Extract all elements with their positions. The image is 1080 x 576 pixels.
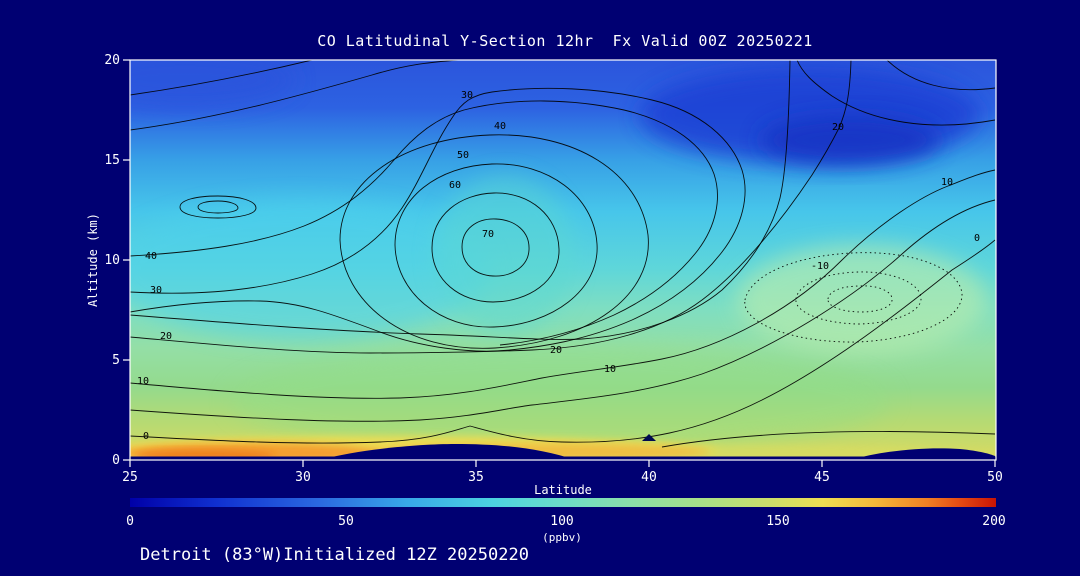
y-tick-label: 0: [112, 453, 120, 468]
terrain-bump-central: [320, 444, 575, 460]
contour-5-unlabeled: [130, 199, 996, 422]
contour-70: [461, 218, 530, 277]
contour-label: 0: [143, 431, 149, 442]
contour-label: 70: [482, 229, 494, 240]
contour-lines: [130, 60, 996, 448]
contour-25-unlabeled: [130, 60, 791, 340]
contour-50: [394, 163, 598, 328]
contour-label: 60: [449, 180, 461, 191]
cyan-blob-mid-left: [130, 200, 490, 340]
contour-labels: 30 40 50 60 70 40 30 20 10 0 20 10 -10 0…: [137, 90, 980, 442]
contour-label: 40: [494, 121, 506, 132]
contour-small-ring-inner: [197, 200, 239, 214]
contour-label: 20: [160, 331, 172, 342]
contour-top-left-b: [130, 60, 313, 96]
y-axis-label: Altitude (km): [86, 213, 100, 307]
filled-contour-field: [130, 60, 996, 460]
x-tick-label: 50: [987, 470, 1003, 485]
contour-label: 20: [832, 122, 844, 133]
colorbar-gradient: [130, 498, 996, 507]
y-tick-label: 5: [112, 353, 120, 368]
colorbar: 0 50 100 150 200 (ppbv): [126, 498, 1006, 544]
contour-60: [431, 192, 560, 303]
station-marker-triangle: [642, 434, 656, 441]
contour-label: 50: [457, 150, 469, 161]
x-tick-label: 35: [468, 470, 484, 485]
y-tick-label: 10: [104, 253, 120, 268]
colorbar-tick-label: 50: [338, 514, 354, 529]
contour-label: 30: [461, 90, 473, 101]
x-tick-label: 30: [295, 470, 311, 485]
low-co-core-upper-right: [760, 115, 940, 165]
y-tick-label: 20: [104, 53, 120, 68]
colorbar-tick-label: 100: [550, 514, 573, 529]
y-tick-label: 15: [104, 153, 120, 168]
contour-40-left: [130, 100, 718, 346]
y-axis-tick-labels: 0 5 10 15 20: [104, 53, 120, 468]
colorbar-tick-label: 150: [766, 514, 789, 529]
contour-bottom-right: [661, 431, 996, 448]
contour-label: -10: [811, 261, 829, 272]
contour-10: [130, 169, 996, 399]
x-tick-label: 45: [814, 470, 830, 485]
colorbar-tick-label: 200: [982, 514, 1005, 529]
contour-0: [130, 239, 996, 444]
contour-label: 40: [145, 251, 157, 262]
x-tick-label: 40: [641, 470, 657, 485]
contour-label: 20: [550, 345, 562, 356]
y-axis-ticks: [123, 59, 130, 461]
contour-top-left-a: [130, 60, 459, 131]
contour-top-right-b: [886, 60, 996, 91]
contour-label: 10: [604, 364, 616, 375]
cyan-column-center: [435, 175, 575, 335]
plot-title: CO Latitudinal Y-Section 12hr Fx Valid 0…: [317, 32, 813, 50]
contour-label: 30: [150, 285, 162, 296]
contour-40: [339, 134, 649, 349]
contour-small-ring-outer: [179, 195, 257, 219]
colorbar-unit-label: (ppbv): [542, 531, 582, 544]
contour-20: [130, 60, 852, 354]
colorbar-tick-label: 0: [126, 514, 134, 529]
green-band-low: [230, 345, 890, 455]
contour-top-right-a: [796, 60, 996, 126]
contour-label: 10: [137, 376, 149, 387]
contour-label: 0: [974, 233, 980, 244]
terrain-silhouette: [130, 434, 996, 460]
contour-label: 10: [941, 177, 953, 188]
terrain-bump-right: [850, 448, 995, 460]
x-axis-label: Latitude: [534, 483, 592, 497]
footer-text: Detroit (83°W)Initialized 12Z 20250220: [140, 545, 529, 565]
low-co-blob-upper-left: [130, 60, 295, 108]
x-axis-tick-labels: 25 30 35 40 45 50: [122, 470, 1003, 485]
x-axis-ticks: [129, 460, 996, 467]
x-tick-label: 25: [122, 470, 138, 485]
contour-neg10-mid-dotted: [795, 271, 922, 325]
